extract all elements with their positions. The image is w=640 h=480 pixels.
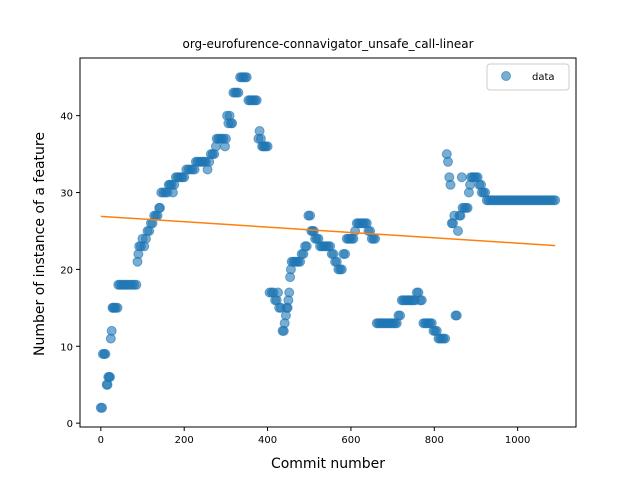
data-point xyxy=(395,310,406,321)
axes: 0 200 400 600 800 1000 0 10 20 30 40 xyxy=(60,57,577,446)
data-point xyxy=(370,233,381,244)
fit-line xyxy=(100,215,556,247)
data-point xyxy=(97,402,108,413)
legend-label: data xyxy=(532,72,555,83)
data-point xyxy=(440,333,451,344)
y-tick-label: 40 xyxy=(60,112,73,123)
data-point xyxy=(451,310,462,321)
data-point xyxy=(251,95,262,106)
data-point xyxy=(131,279,142,290)
x-tick-label: 400 xyxy=(258,435,277,446)
x-tick-label: 1000 xyxy=(505,435,530,446)
data-point xyxy=(340,249,351,259)
x-tick-label: 0 xyxy=(98,435,104,446)
axes-frame xyxy=(79,57,577,428)
data-point xyxy=(233,87,244,98)
legend: data xyxy=(486,63,570,91)
legend-frame xyxy=(486,63,570,91)
data-point xyxy=(112,302,123,313)
data-point xyxy=(227,118,238,129)
y-axis-label: Number of instance of a feature xyxy=(32,132,48,356)
data-point xyxy=(453,226,463,236)
data-point xyxy=(273,287,283,298)
data-point xyxy=(241,72,252,83)
data-point xyxy=(155,202,165,213)
data-point xyxy=(305,210,316,221)
x-tick-label: 800 xyxy=(425,435,444,446)
x-tick-label: 200 xyxy=(175,435,194,446)
y-tick-label: 0 xyxy=(67,419,73,430)
plot-area xyxy=(95,72,561,413)
data-point xyxy=(284,287,295,298)
x-axis-label: Commit number xyxy=(271,456,385,472)
data-point xyxy=(105,372,115,382)
data-point xyxy=(416,295,427,306)
data-point xyxy=(100,349,111,359)
x-tick-label: 600 xyxy=(341,435,360,446)
data-point xyxy=(445,179,456,190)
y-tick-label: 20 xyxy=(60,265,73,276)
data-point xyxy=(462,202,473,213)
y-tick-label: 30 xyxy=(60,189,73,200)
data-point xyxy=(262,141,273,152)
data-point xyxy=(336,264,347,275)
data-point xyxy=(456,172,467,183)
data-point xyxy=(550,195,561,206)
legend-marker xyxy=(501,71,511,81)
data-point xyxy=(106,325,117,336)
chart-title: org-eurofurence-connavigator_unsafe_call… xyxy=(182,37,473,51)
y-tick-label: 10 xyxy=(60,342,73,353)
data-point xyxy=(301,241,312,252)
data-point xyxy=(220,133,231,144)
data-point xyxy=(443,156,453,167)
